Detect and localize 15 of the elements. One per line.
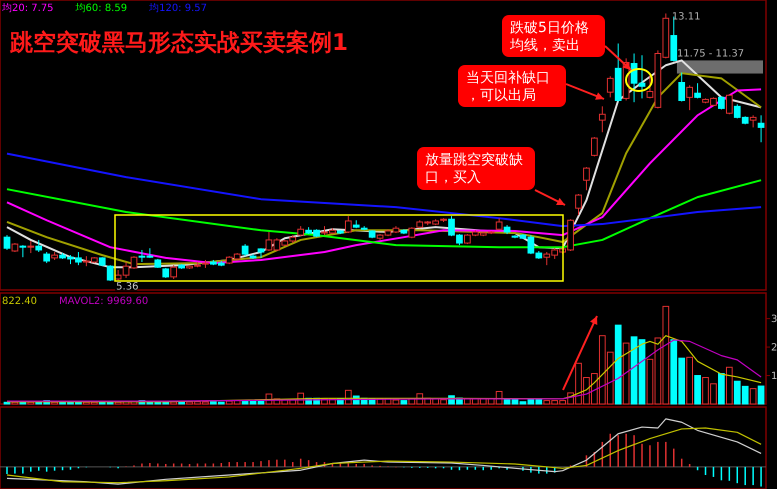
- text: 跳空突破黑马形态实战买卖案例1: [9, 29, 348, 56]
- text: 均20: 7.75: [1, 2, 54, 14]
- annotation: 跌破5日价格均线，卖出: [509, 20, 589, 54]
- text: 均120: 9.57: [148, 2, 207, 14]
- annotation: 5.36: [116, 282, 138, 293]
- y-tick-label: 1: [771, 371, 777, 382]
- y-tick-label: 3: [771, 314, 777, 326]
- text: 均60: 8.59: [74, 2, 128, 14]
- annotation: 13.11: [672, 11, 700, 22]
- annotation: 放量跳空突破缺口，买入: [425, 152, 523, 186]
- y-tick-label: 2: [771, 342, 777, 354]
- annotation: 当天回补缺口，可以出局: [466, 70, 550, 104]
- text: MAVOL2: 9969.60: [59, 296, 148, 307]
- text: 822.40: [2, 296, 37, 307]
- band-label: 11.75 - 11.37: [676, 48, 744, 60]
